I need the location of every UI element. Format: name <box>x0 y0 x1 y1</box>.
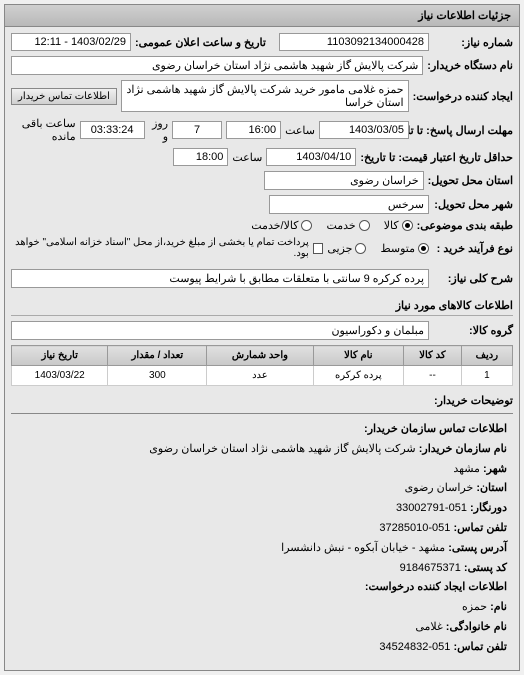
table-header: واحد شمارش <box>207 346 313 366</box>
goods-group-label: گروه کالا: <box>433 324 513 337</box>
name-label: نام: <box>490 601 507 613</box>
postal-label: کد پستی: <box>464 562 507 574</box>
validity-date-field: 1403/04/10 <box>266 148 356 166</box>
row-buyer-notes: توضیحات خریدار: <box>11 394 513 407</box>
family-value: غلامی <box>415 621 442 633</box>
row-goods-group: گروه کالا: مبلمان و دکوراسیون <box>11 321 513 340</box>
radio-partial-dot <box>355 243 366 254</box>
address-value: مشهد - خیابان آبکوه - نبش دانشسرا <box>281 542 445 554</box>
process-radio-group: متوسط جزیی <box>327 242 429 255</box>
time-remaining-field: 03:33:24 <box>80 121 145 139</box>
deadline-label: مهلت ارسال پاسخ: تا تاریخ: <box>413 124 513 137</box>
table-header: نام کالا <box>313 346 404 366</box>
row-deadline: مهلت ارسال پاسخ: تا تاریخ: 1403/03/05 سا… <box>11 117 513 143</box>
radio-goods-dot <box>402 220 413 231</box>
requester-field: حمزه غلامی مامور خرید شرکت پالایش گاز شه… <box>121 80 409 112</box>
creator-phone-value: 051-34524832 <box>379 641 450 653</box>
goods-group-field: مبلمان و دکوراسیون <box>11 321 429 340</box>
need-number-field: 1103092134000428 <box>279 33 429 51</box>
table-cell: پرده کرکره <box>313 366 404 386</box>
delivery-province-field: خراسان رضوی <box>264 171 424 190</box>
radio-gs-dot <box>301 220 312 231</box>
phone-label: تلفن تماس: <box>453 522 507 534</box>
table-header: تعداد / مقدار <box>108 346 207 366</box>
buyer-unit-field: شرکت پالایش گاز شهید هاشمی نژاد استان خر… <box>11 56 423 75</box>
radio-goods-service[interactable]: کالا/خدمت <box>251 219 312 232</box>
creator-phone-label: تلفن تماس: <box>453 641 507 653</box>
requester-label: ایجاد کننده درخواست: <box>413 90 513 103</box>
panel-title: جزئیات اطلاعات نیاز <box>5 5 519 27</box>
table-header: کد کالا <box>404 346 462 366</box>
need-details-panel: جزئیات اطلاعات نیاز شماره نیاز: 11030921… <box>4 4 520 671</box>
delivery-province-label: استان محل تحویل: <box>428 174 513 187</box>
org-name-label: نام سازمان خریدار: <box>419 443 507 455</box>
goods-info-title: اطلاعات کالاهای مورد نیاز <box>11 293 513 316</box>
contact-buyer-button[interactable]: اطلاعات تماس خریدار <box>11 88 117 105</box>
family-label: نام خانوادگی: <box>446 621 507 633</box>
announce-label: تاریخ و ساعت اعلان عمومی: <box>135 36 266 49</box>
table-cell: -- <box>404 366 462 386</box>
address-label: آدرس پستی: <box>448 542 507 554</box>
deadline-date-field: 1403/03/05 <box>319 121 409 139</box>
city-value: مشهد <box>453 463 480 475</box>
table-header: ردیف <box>461 346 512 366</box>
table-cell: 300 <box>108 366 207 386</box>
deadline-time-label: ساعت <box>285 124 315 137</box>
delivery-city-label: شهر محل تحویل: <box>433 198 513 211</box>
row-need-number: شماره نیاز: 1103092134000428 تاریخ و ساع… <box>11 33 513 51</box>
treasury-checkbox[interactable] <box>313 243 324 254</box>
table-cell: عدد <box>207 366 313 386</box>
radio-goods[interactable]: کالا <box>384 219 413 232</box>
radio-partial[interactable]: جزیی <box>327 242 366 255</box>
need-desc-field: پرده کرکره 9 سانتی با متعلقات مطابق با ش… <box>11 269 429 288</box>
postal-value: 9184675371 <box>400 562 461 574</box>
need-number-label: شماره نیاز: <box>433 36 513 49</box>
need-desc-label: شرح کلی نیاز: <box>433 272 513 285</box>
announce-field: 1403/02/29 - 12:11 <box>11 33 131 51</box>
subject-group-label: طبقه بندی موضوعی: <box>417 219 513 232</box>
delivery-city-field: سرخس <box>269 195 429 214</box>
row-subject-group: طبقه بندی موضوعی: کالا خدمت کالا/خدمت <box>11 219 513 232</box>
table-cell: 1 <box>461 366 512 386</box>
goods-table: ردیفکد کالانام کالاواحد شمارشتعداد / مقد… <box>11 345 513 386</box>
contact-info-block: اطلاعات تماس سازمان خریدار: نام سازمان خ… <box>11 414 513 664</box>
table-row: 1--پرده کرکرهعدد3001403/03/22 <box>12 366 513 386</box>
table-header: تاریخ نیاز <box>12 346 108 366</box>
process-note: پرداخت تمام یا بخشی از مبلغ خرید،از محل … <box>11 237 309 259</box>
creator-title: اطلاعات ایجاد کننده درخواست: <box>365 581 507 593</box>
row-delivery-city: شهر محل تحویل: سرخس <box>11 195 513 214</box>
subject-radio-group: کالا خدمت کالا/خدمت <box>251 219 412 232</box>
validity-time-label: ساعت <box>232 151 262 164</box>
row-delivery-province: استان محل تحویل: خراسان رضوی <box>11 171 513 190</box>
days-remaining-field: 7 <box>172 121 222 139</box>
radio-service[interactable]: خدمت <box>326 219 369 232</box>
radio-service-dot <box>359 220 370 231</box>
org-name-value: شرکت پالایش گاز شهید هاشمی نژاد استان خر… <box>149 443 415 455</box>
fax-label: دورنگار: <box>470 502 507 514</box>
city-label: شهر: <box>483 463 507 475</box>
deadline-time-field: 16:00 <box>226 121 281 139</box>
table-cell: 1403/03/22 <box>12 366 108 386</box>
province-label: استان: <box>476 482 507 494</box>
process-type-label: نوع فرآیند خرید : <box>433 242 513 255</box>
radio-medium-dot <box>418 243 429 254</box>
panel-content: شماره نیاز: 1103092134000428 تاریخ و ساع… <box>5 27 519 670</box>
buyer-unit-label: نام دستگاه خریدار: <box>427 59 513 72</box>
name-value: حمزه <box>462 601 487 613</box>
row-requester: ایجاد کننده درخواست: حمزه غلامی مامور خر… <box>11 80 513 112</box>
contact-title: اطلاعات تماس سازمان خریدار: <box>364 423 507 435</box>
row-buyer-unit: نام دستگاه خریدار: شرکت پالایش گاز شهید … <box>11 56 513 75</box>
buyer-notes-label: توضیحات خریدار: <box>433 394 513 407</box>
row-process-type: نوع فرآیند خرید : متوسط جزیی پرداخت تمام… <box>11 237 513 259</box>
phone-value: 051-37285010 <box>379 522 450 534</box>
radio-medium[interactable]: متوسط <box>380 242 429 255</box>
row-need-desc: شرح کلی نیاز: پرده کرکره 9 سانتی با متعل… <box>11 269 513 288</box>
validity-label: حداقل تاریخ اعتبار قیمت: تا تاریخ: <box>360 151 513 164</box>
time-remaining-label: ساعت باقی مانده <box>11 117 76 143</box>
fax-value: 051-33002791 <box>396 502 467 514</box>
province-value: خراسان رضوی <box>405 482 474 494</box>
row-validity: حداقل تاریخ اعتبار قیمت: تا تاریخ: 1403/… <box>11 148 513 166</box>
days-remaining-label: روز و <box>149 117 168 143</box>
validity-time-field: 18:00 <box>173 148 228 166</box>
